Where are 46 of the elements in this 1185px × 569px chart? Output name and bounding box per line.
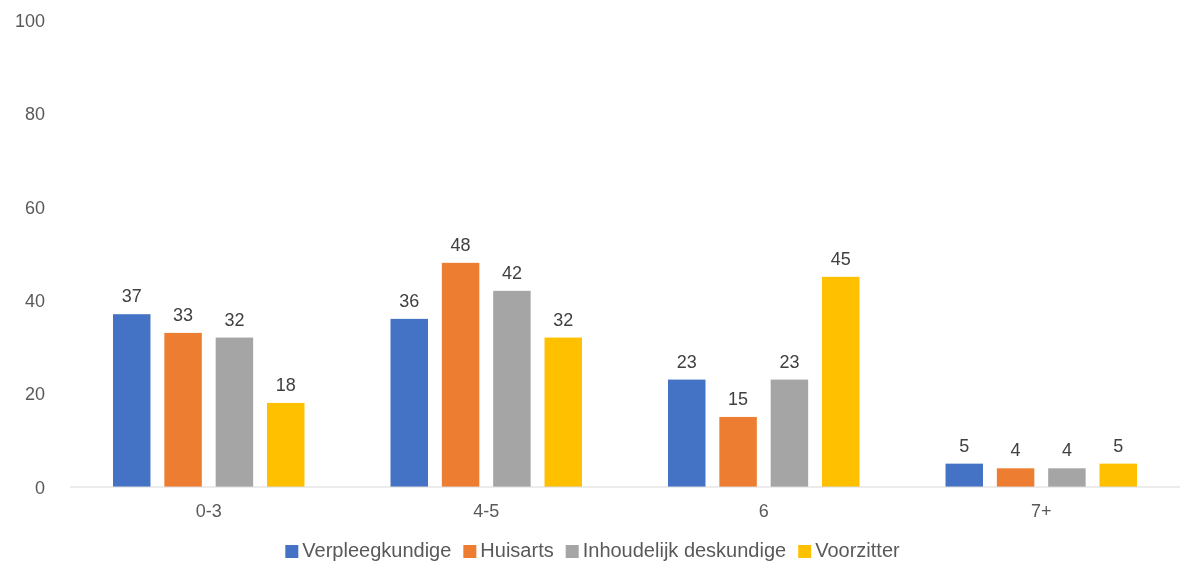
- bar: [267, 402, 305, 487]
- legend-label: Voorzitter: [815, 539, 901, 561]
- x-tick-label: 6: [758, 501, 769, 521]
- bar: [668, 379, 706, 487]
- bar: [719, 416, 757, 487]
- legend-label: Inhoudelijk deskundige: [582, 539, 787, 561]
- data-label: 23: [676, 351, 697, 372]
- data-label: 48: [450, 234, 471, 255]
- data-label: 4: [1061, 440, 1072, 461]
- bar: [1048, 468, 1086, 487]
- bar: [544, 337, 582, 487]
- y-tick-label: 100: [14, 10, 45, 31]
- bar: [215, 337, 254, 487]
- bar: [493, 290, 531, 487]
- y-tick-label: 40: [24, 291, 45, 311]
- x-tick-label: 7+: [1030, 501, 1052, 521]
- bar: [770, 379, 809, 487]
- bar: [822, 276, 860, 487]
- y-tick-label: 80: [24, 104, 45, 125]
- y-tick-label: 60: [24, 197, 45, 218]
- bar: [1099, 463, 1137, 487]
- data-label: 32: [224, 309, 245, 330]
- x-tick-label: 4-5: [473, 501, 500, 521]
- bar: [164, 332, 202, 487]
- bar: [113, 314, 151, 487]
- data-label: 23: [779, 351, 800, 372]
- y-tick-label: 0: [34, 477, 45, 498]
- data-label: 5: [1113, 435, 1124, 456]
- x-tick-label: 0-3: [195, 501, 222, 521]
- data-label: 36: [399, 290, 420, 311]
- data-label: 42: [501, 262, 522, 283]
- data-label: 37: [121, 286, 142, 307]
- bar: [390, 318, 428, 487]
- bar: [441, 262, 480, 487]
- legend-label: Verpleegkundige: [302, 539, 452, 561]
- data-label: 45: [830, 248, 851, 269]
- y-tick-label: 20: [24, 384, 45, 405]
- legend-label: Huisarts: [480, 539, 554, 561]
- data-label: 18: [275, 374, 296, 395]
- data-label: 32: [553, 309, 574, 330]
- data-label: 4: [1010, 440, 1021, 461]
- bar: [945, 463, 983, 487]
- data-label: 15: [728, 388, 749, 409]
- data-label: 5: [959, 435, 970, 456]
- data-label: 33: [173, 304, 194, 325]
- bar: [996, 468, 1035, 487]
